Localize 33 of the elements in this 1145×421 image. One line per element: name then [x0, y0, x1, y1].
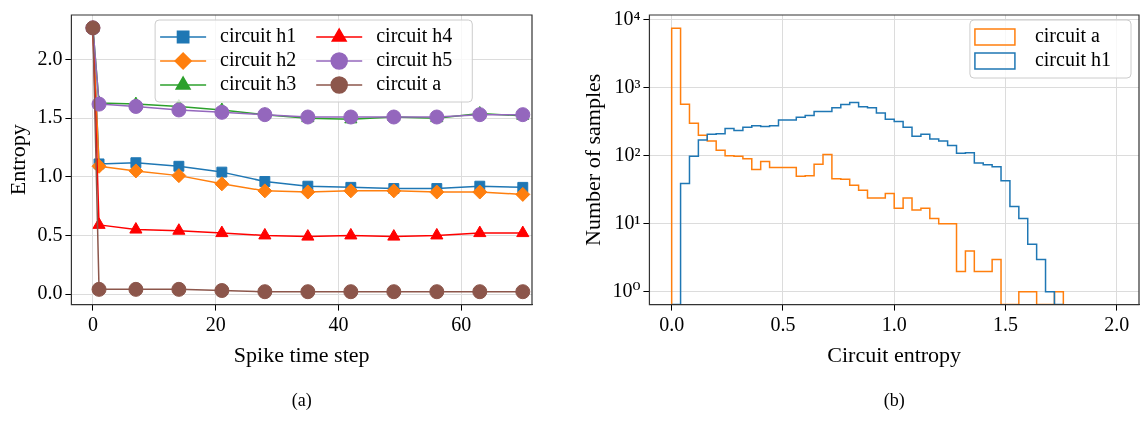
x-tick-label: 0.5 — [770, 312, 796, 335]
y-tick-label: 10² — [614, 143, 641, 165]
legend-label: circuit h5 — [376, 48, 453, 71]
x-axis-title: Spike time step — [233, 341, 370, 367]
legend-label: circuit h4 — [376, 24, 453, 47]
legend-label: circuit h3 — [220, 72, 297, 95]
text: (a) — [291, 389, 312, 411]
x-tick-label: 20 — [205, 312, 226, 335]
y-axis-title: Entropy — [4, 124, 30, 196]
y-tick-label: 10⁰ — [612, 279, 641, 302]
y-tick-label: 2.0 — [37, 46, 63, 69]
x-tick-label: 0 — [87, 312, 98, 335]
x-tick-label: 1.5 — [992, 312, 1018, 335]
legend-label: circuit h2 — [220, 48, 297, 71]
y-tick-label: 10⁴ — [613, 6, 641, 29]
y-tick-label: 0.5 — [37, 222, 63, 245]
legend-label: circuit h1 — [1034, 48, 1112, 71]
y-tick-label: 0.0 — [37, 281, 63, 304]
y-axis-title: Number of samples — [579, 73, 605, 246]
x-tick-label: 60 — [451, 312, 472, 335]
x-tick-label: 40 — [328, 312, 349, 335]
legend-label: circuit a — [1034, 24, 1100, 47]
y-tick-label: 1.0 — [37, 164, 63, 187]
x-tick-label: 0.0 — [659, 312, 685, 335]
legend-label: circuit h1 — [220, 24, 297, 47]
x-tick-label: 1.0 — [881, 312, 907, 335]
y-tick-label: 10³ — [614, 74, 641, 97]
text: (b) — [883, 389, 905, 411]
y-tick-label: 1.5 — [37, 105, 63, 128]
y-tick-label: 10¹ — [614, 211, 641, 234]
x-tick-label: 2.0 — [1104, 312, 1130, 335]
x-axis-title: Circuit entropy — [827, 341, 962, 367]
legend-label: circuit a — [376, 72, 442, 95]
